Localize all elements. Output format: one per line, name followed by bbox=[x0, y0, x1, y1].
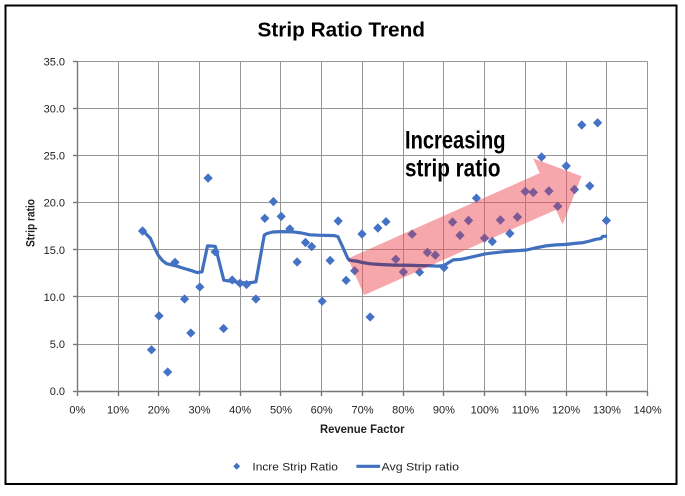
svg-text:Incre Strip Ratio: Incre Strip Ratio bbox=[252, 461, 338, 473]
svg-text:60%: 60% bbox=[311, 405, 333, 417]
svg-text:90%: 90% bbox=[433, 405, 455, 417]
svg-text:strip ratio: strip ratio bbox=[405, 155, 501, 183]
svg-text:120%: 120% bbox=[552, 405, 580, 417]
svg-text:15.0: 15.0 bbox=[44, 245, 65, 257]
svg-text:10.0: 10.0 bbox=[44, 292, 65, 304]
svg-text:30%: 30% bbox=[188, 405, 210, 417]
svg-text:80%: 80% bbox=[392, 405, 414, 417]
svg-text:10%: 10% bbox=[107, 405, 129, 417]
svg-text:40%: 40% bbox=[229, 405, 251, 417]
svg-text:Strip ratio: Strip ratio bbox=[24, 199, 38, 247]
svg-text:50%: 50% bbox=[270, 405, 292, 417]
svg-text:70%: 70% bbox=[351, 405, 373, 417]
svg-text:25.0: 25.0 bbox=[44, 151, 65, 163]
svg-text:5.0: 5.0 bbox=[50, 339, 65, 351]
svg-text:20%: 20% bbox=[148, 405, 170, 417]
svg-text:Revenue Factor: Revenue Factor bbox=[320, 422, 405, 436]
svg-text:Increasing: Increasing bbox=[405, 127, 506, 155]
svg-text:Strip Ratio Trend: Strip Ratio Trend bbox=[258, 20, 426, 42]
svg-text:Avg Strip ratio: Avg Strip ratio bbox=[382, 461, 460, 473]
svg-text:35.0: 35.0 bbox=[44, 56, 65, 68]
svg-text:20.0: 20.0 bbox=[44, 198, 65, 210]
svg-text:30.0: 30.0 bbox=[44, 103, 65, 115]
svg-text:0%: 0% bbox=[69, 405, 85, 417]
svg-text:0.0: 0.0 bbox=[50, 386, 65, 398]
svg-text:130%: 130% bbox=[593, 405, 621, 417]
svg-text:100%: 100% bbox=[471, 405, 499, 417]
svg-text:140%: 140% bbox=[634, 405, 662, 417]
svg-text:110%: 110% bbox=[512, 405, 540, 417]
